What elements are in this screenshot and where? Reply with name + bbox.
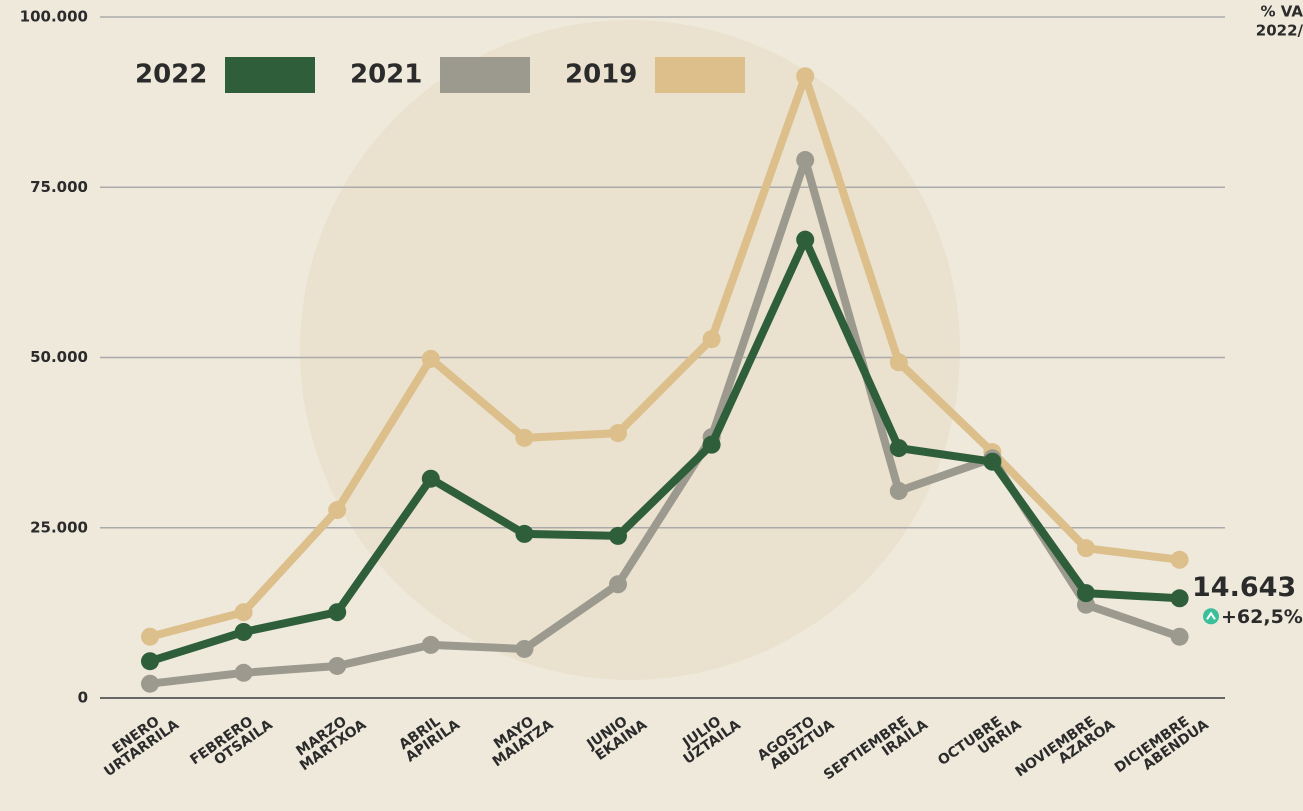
data-point <box>609 526 627 545</box>
legend-label: 2019 <box>565 60 637 90</box>
y-tick-label: 100.000 <box>20 8 88 26</box>
legend-swatch <box>440 57 530 93</box>
y-tick-label: 25.000 <box>30 518 88 536</box>
up-icon-arrow <box>1206 611 1216 620</box>
data-point <box>234 603 253 622</box>
annotation-value: 14.643 <box>1192 572 1296 603</box>
data-point <box>1170 550 1189 569</box>
data-point <box>1170 627 1189 646</box>
data-point <box>515 639 534 658</box>
data-point <box>609 424 627 443</box>
data-point <box>889 353 908 372</box>
legend-label: 2021 <box>350 60 422 90</box>
data-point <box>141 652 159 671</box>
annotation-change: +62,5% <box>1221 606 1303 628</box>
y-tick-label: 75.000 <box>30 178 88 196</box>
data-point <box>796 230 815 249</box>
data-point <box>702 435 721 454</box>
legend-swatch <box>225 57 315 93</box>
data-point <box>515 428 534 447</box>
data-point <box>796 67 815 86</box>
data-point <box>141 674 159 693</box>
series-line <box>148 235 1180 666</box>
data-point <box>796 151 815 170</box>
data-point <box>609 575 627 594</box>
series-line <box>148 72 1181 641</box>
data-point <box>515 524 534 543</box>
corner-note: 2022/ <box>1256 22 1303 40</box>
data-point <box>421 469 440 488</box>
data-point <box>421 349 440 368</box>
data-point <box>421 635 440 654</box>
y-tick-label: 0 <box>78 689 88 707</box>
data-point <box>889 439 908 458</box>
data-point <box>234 663 253 682</box>
data-point <box>328 656 347 675</box>
data-point <box>234 622 253 641</box>
data-point <box>328 501 347 520</box>
legend-label: 2022 <box>135 60 207 90</box>
data-point <box>702 330 721 349</box>
data-point <box>1077 539 1095 558</box>
data-point <box>1170 589 1189 608</box>
y-tick-label: 50.000 <box>30 348 88 366</box>
legend-swatch <box>655 57 745 93</box>
data-point <box>889 481 908 500</box>
data-point <box>141 627 159 646</box>
data-point <box>1077 584 1095 603</box>
up-icon <box>1203 608 1219 625</box>
corner-note: % VA <box>1261 3 1303 21</box>
data-point <box>983 452 1002 471</box>
data-point <box>328 603 347 622</box>
